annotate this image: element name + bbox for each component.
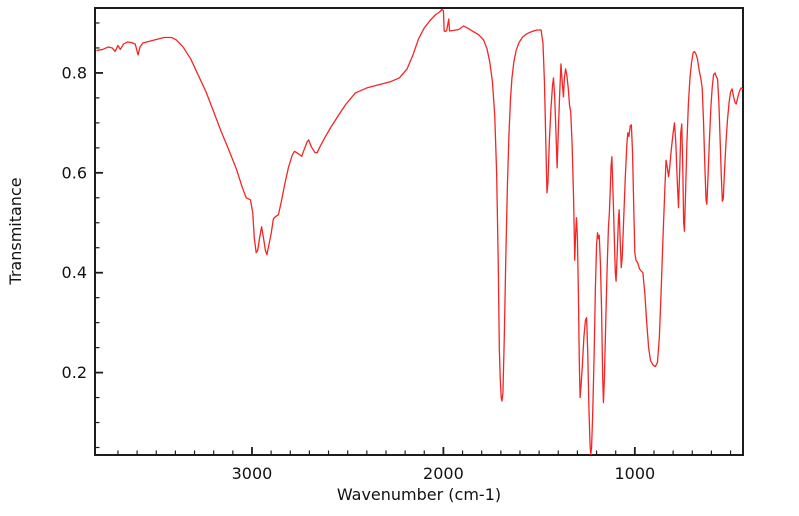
ticks-layer <box>95 22 732 455</box>
x-tick-label: 1000 <box>614 464 655 483</box>
y-tick-label: 0.2 <box>62 363 87 382</box>
spectrum-line <box>96 8 744 456</box>
y-tick-label: 0.4 <box>62 263 87 282</box>
y-tick-label: 0.8 <box>62 63 87 82</box>
y-tick-label: 0.6 <box>62 163 87 182</box>
tick-labels-layer: 3000 2000 1000 0.2 0.4 0.6 0.8 <box>62 63 656 483</box>
y-axis-title: Transmitance <box>6 177 25 285</box>
x-tick-label: 3000 <box>232 464 273 483</box>
x-axis-title: Wavenumber (cm-1) <box>337 485 501 504</box>
plot-frame <box>94 7 744 456</box>
x-tick-label: 2000 <box>423 464 464 483</box>
